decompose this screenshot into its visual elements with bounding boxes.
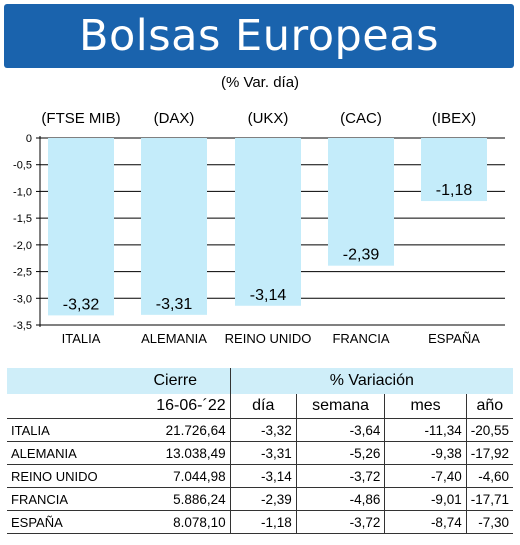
bar bbox=[48, 138, 114, 316]
category-label: REINO UNIDO bbox=[225, 331, 312, 346]
table-row: REINO UNIDO 7.044,98 -3,14 -3,72 -7,40 -… bbox=[7, 464, 513, 488]
row-name: ITALIA bbox=[7, 418, 121, 442]
y-tick-label: -3,0 bbox=[13, 293, 32, 305]
table-row: ALEMANIA 13.038,49 -3,31 -5,26 -9,38 -17… bbox=[7, 441, 513, 465]
bar-value-label: -3,32 bbox=[63, 296, 100, 313]
header-variacion: % Variación bbox=[229, 368, 513, 394]
row-cierre: 5.886,24 bbox=[120, 487, 231, 511]
header-mes: mes bbox=[384, 394, 467, 419]
table-subheader-row: 16-06-´22 día semana mes año bbox=[7, 394, 513, 419]
row-ano: -4,60 bbox=[465, 464, 513, 488]
header-semana: semana bbox=[295, 394, 385, 419]
bar-chart: 0 -0,5 -1,0 -1,5 -2,0 -2,5 -3,0 -3,5 -3,32 (FTSE … bbox=[13, 110, 505, 346]
table-row: ESPAÑA 8.078,10 -1,18 -3,72 -8,74 -7,30 bbox=[7, 510, 513, 534]
y-tick-label: -3,5 bbox=[13, 320, 32, 332]
row-semana: -3,64 bbox=[295, 418, 385, 442]
row-ano: -17,71 bbox=[465, 487, 513, 511]
row-semana: -3,72 bbox=[295, 464, 385, 488]
category-label: ITALIA bbox=[62, 331, 101, 346]
index-label: (IBEX) bbox=[432, 110, 476, 127]
header-dia: día bbox=[229, 394, 297, 419]
y-tick-label: -1,5 bbox=[13, 213, 32, 225]
page-title: Bolsas Europeas bbox=[78, 11, 440, 61]
table-group-header-row: Cierre % Variación bbox=[7, 368, 513, 394]
row-semana: -5,26 bbox=[295, 441, 385, 465]
row-cierre: 8.078,10 bbox=[120, 510, 231, 534]
category-label: ALEMANIA bbox=[141, 331, 207, 346]
header-date: 16-06-´22 bbox=[120, 394, 231, 419]
bar bbox=[235, 138, 301, 306]
index-label: (FTSE MIB) bbox=[41, 110, 120, 127]
row-mes: -11,34 bbox=[384, 418, 467, 442]
bar-value-label: -3,31 bbox=[156, 296, 193, 313]
header-cierre: Cierre bbox=[120, 368, 231, 394]
row-semana: -4,86 bbox=[295, 487, 385, 511]
row-name: REINO UNIDO bbox=[7, 464, 121, 488]
table-row: ITALIA 21.726,64 -3,32 -3,64 -11,34 -20,… bbox=[7, 418, 513, 442]
row-dia: -2,39 bbox=[229, 487, 297, 511]
stock-table: Cierre % Variación 16-06-´22 día semana … bbox=[7, 368, 513, 534]
row-cierre: 13.038,49 bbox=[120, 441, 231, 465]
row-mes: -9,01 bbox=[384, 487, 467, 511]
chart-subtitle: (% Var. día) bbox=[220, 74, 300, 91]
y-tick-label: -2,0 bbox=[13, 240, 32, 252]
row-dia: -3,32 bbox=[229, 418, 297, 442]
bar bbox=[328, 138, 394, 266]
index-label: (CAC) bbox=[340, 110, 382, 127]
row-name: FRANCIA bbox=[7, 487, 121, 511]
category-label: FRANCIA bbox=[332, 331, 389, 346]
y-tick-label: 0 bbox=[26, 133, 32, 145]
index-label: (UKX) bbox=[248, 110, 289, 127]
row-name: ESPAÑA bbox=[7, 510, 121, 534]
category-label: ESPAÑA bbox=[428, 331, 480, 346]
row-ano: -20,55 bbox=[465, 418, 513, 442]
index-label: (DAX) bbox=[154, 110, 195, 127]
row-dia: -1,18 bbox=[229, 510, 297, 534]
header-ano: año bbox=[465, 394, 513, 419]
row-ano: -7,30 bbox=[465, 510, 513, 534]
bar bbox=[141, 138, 207, 315]
row-semana: -3,72 bbox=[295, 510, 385, 534]
y-tick-label: -1,0 bbox=[13, 186, 32, 198]
row-ano: -17,92 bbox=[465, 441, 513, 465]
row-cierre: 7.044,98 bbox=[120, 464, 231, 488]
row-dia: -3,14 bbox=[229, 464, 297, 488]
table-row: FRANCIA 5.886,24 -2,39 -4,86 -9,01 -17,7… bbox=[7, 487, 513, 511]
y-tick-label: -0,5 bbox=[13, 160, 32, 172]
bar-value-label: -2,39 bbox=[343, 247, 380, 264]
row-name: ALEMANIA bbox=[7, 441, 121, 465]
bar-value-label: -1,18 bbox=[436, 182, 473, 199]
title-banner: Bolsas Europeas bbox=[4, 4, 514, 68]
bar bbox=[421, 138, 487, 202]
row-dia: -3,31 bbox=[229, 441, 297, 465]
row-cierre: 21.726,64 bbox=[120, 418, 231, 442]
y-tick-label: -2,5 bbox=[13, 267, 32, 279]
bar-value-label: -3,14 bbox=[250, 287, 287, 304]
row-mes: -8,74 bbox=[384, 510, 467, 534]
row-mes: -9,38 bbox=[384, 441, 467, 465]
row-mes: -7,40 bbox=[384, 464, 467, 488]
